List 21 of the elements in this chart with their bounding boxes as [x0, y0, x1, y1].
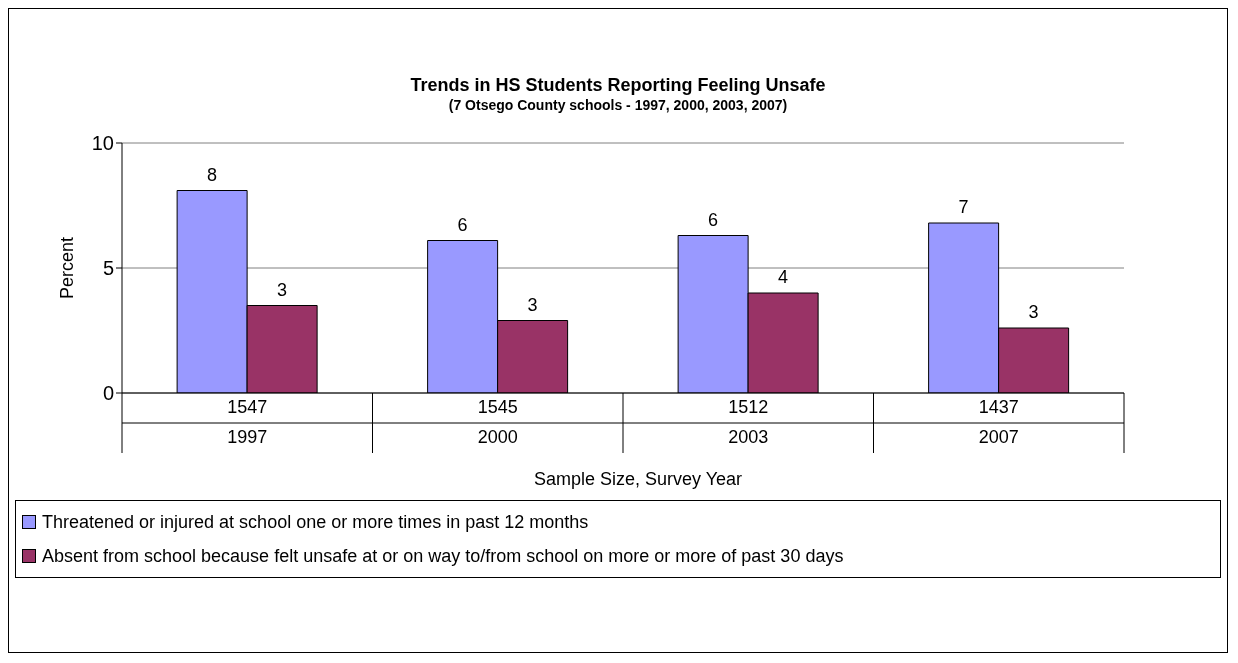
data-label: 8: [207, 164, 218, 185]
data-label: 6: [457, 214, 468, 235]
x-axis-title: Sample Size, Survey Year: [532, 469, 744, 490]
data-label: 6: [708, 209, 719, 230]
data-label: 3: [277, 279, 288, 300]
x-tick-label: 1437 2007: [978, 397, 1019, 447]
x-tick-label: 1547 1997: [227, 397, 268, 447]
data-label: 7: [958, 197, 969, 217]
y-tick-label: 10: [91, 132, 114, 155]
x-tick-label: 1512 2003: [728, 397, 769, 447]
data-label: 3: [1028, 302, 1039, 322]
legend-label: Threatened or injured at school one or more times in past 12 months: [42, 511, 589, 533]
chart-title: Trends in HS Students Reporting Feeling Unsafe: [409, 75, 827, 96]
y-tick-label: 0: [102, 382, 114, 405]
data-label: 3: [527, 294, 538, 315]
y-axis-title: Percent: [57, 236, 78, 300]
chart-subtitle: (7 Otsego County schools - 1997, 2000, 2003, 2007): [447, 97, 789, 113]
y-tick-label: 5: [102, 257, 114, 280]
x-tick-label: 1545 2000: [477, 397, 518, 447]
data-label: 4: [778, 267, 789, 287]
legend-label: Absent from school because felt unsafe at or on way to/from school on more or more of past 30 days: [42, 545, 844, 567]
